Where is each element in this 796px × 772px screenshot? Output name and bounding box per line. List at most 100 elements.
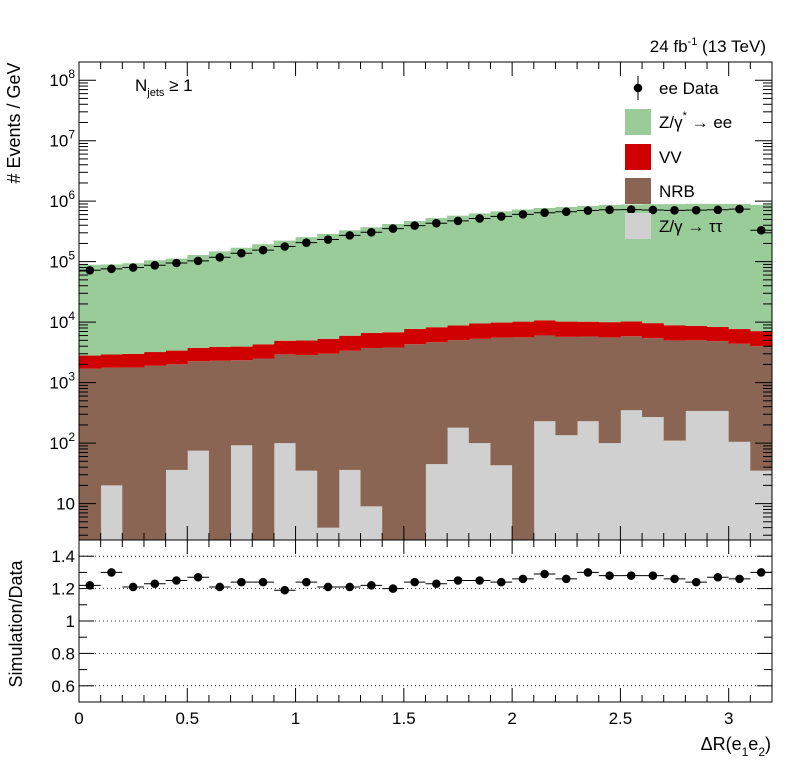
ratio-point-13 bbox=[345, 582, 355, 592]
x-tick-label-2: 0.5 bbox=[175, 709, 199, 728]
ratio-y-tick-label-4: 1.2 bbox=[51, 580, 75, 599]
ratio-point-28 bbox=[670, 574, 679, 584]
bar-2-bin-8 bbox=[230, 360, 253, 446]
bar-4-bin-23 bbox=[555, 207, 578, 322]
bar-2-bin-25 bbox=[598, 337, 621, 444]
ratio-y-ticks: 0.6 0.8 1 1.2 1.4 bbox=[51, 539, 772, 703]
bar-3-bin-8 bbox=[230, 346, 253, 361]
main-panel: 10 102 103 104 105 106 107 108 bbox=[49, 61, 773, 541]
bar-3-bin-12 bbox=[317, 338, 340, 354]
ratio-point-21 bbox=[518, 574, 528, 584]
bar-3-bin-17 bbox=[425, 327, 448, 343]
ratio-point-20 bbox=[497, 577, 506, 587]
bar-4-bin-30 bbox=[707, 203, 730, 327]
bar-4-bin-28 bbox=[663, 204, 686, 326]
ratio-point-16 bbox=[410, 577, 419, 587]
data-point-20 bbox=[497, 212, 506, 221]
bar-4-bin-1 bbox=[79, 264, 102, 356]
ratio-grid bbox=[79, 555, 772, 687]
bar-4-bin-9 bbox=[252, 244, 275, 345]
legend-swatch-3 bbox=[625, 144, 651, 170]
bar-1-bin-24 bbox=[577, 421, 600, 540]
data-point-29 bbox=[691, 205, 701, 215]
ratio-point-25 bbox=[605, 571, 614, 580]
data-point-24 bbox=[583, 206, 593, 215]
bar-4-bin-29 bbox=[685, 203, 708, 326]
bar-4-bin-31 bbox=[728, 204, 751, 330]
ratio-point-3 bbox=[128, 582, 138, 592]
ratio-point-2 bbox=[107, 568, 116, 577]
bar-1-bin-8 bbox=[230, 445, 253, 540]
y-tick-label-8: 108 bbox=[49, 67, 75, 90]
legend-label-2: Z/γ* → ee bbox=[659, 110, 732, 132]
ratio-point-24 bbox=[583, 568, 593, 577]
bar-1-bin-23 bbox=[555, 435, 578, 540]
bar-2-bin-21 bbox=[512, 337, 535, 540]
bar-4-bin-13 bbox=[338, 230, 361, 336]
ratio-point-9 bbox=[258, 577, 268, 587]
data-point-25 bbox=[605, 205, 614, 215]
bar-1-bin-11 bbox=[295, 470, 318, 540]
data-point-31 bbox=[735, 204, 744, 214]
bar-3-bin-29 bbox=[685, 325, 708, 341]
bar-4-bin-25 bbox=[598, 204, 621, 323]
bar-1-bin-32 bbox=[750, 470, 773, 540]
data-point-28 bbox=[670, 206, 679, 215]
bar-3-bin-30 bbox=[707, 326, 730, 342]
data-point-30 bbox=[713, 205, 723, 215]
ratio-point-11 bbox=[302, 577, 311, 587]
y-tick-label-6: 106 bbox=[49, 188, 75, 211]
bar-2-bin-26 bbox=[620, 336, 643, 411]
ratio-panel: 0.6 0.8 1 1.2 1.4 0 0.5 1 1.5 2 2.5 3 bbox=[51, 539, 773, 728]
ratio-y-axis-title: Simulation/Data bbox=[6, 559, 26, 687]
bar-2-bin-4 bbox=[143, 365, 167, 540]
bar-2-bin-11 bbox=[295, 354, 318, 471]
bar-3-bin-2 bbox=[100, 354, 123, 368]
x-tick-label-6: 2.5 bbox=[609, 709, 633, 728]
bar-2-bin-19 bbox=[468, 338, 491, 444]
bar-3-bin-24 bbox=[577, 321, 600, 337]
ratio-y-tick-label-2: 0.8 bbox=[51, 644, 75, 663]
legend-label-5: Z/γ → ττ bbox=[659, 217, 723, 236]
bar-2-bin-5 bbox=[165, 364, 188, 470]
data-point-4 bbox=[150, 261, 160, 270]
bar-2-bin-31 bbox=[728, 343, 751, 442]
bar-2-bin-12 bbox=[317, 353, 340, 528]
bar-4-bin-20 bbox=[490, 211, 513, 323]
bar-2-bin-9 bbox=[252, 358, 275, 540]
ratio-point-5 bbox=[172, 576, 181, 585]
legend-label-4: NRB bbox=[659, 182, 695, 201]
x-tick-label-1: 0 bbox=[74, 709, 83, 728]
ratio-point-29 bbox=[691, 577, 701, 587]
bar-2-bin-10 bbox=[273, 354, 296, 444]
data-point-8 bbox=[237, 248, 246, 258]
bar-2-bin-3 bbox=[122, 367, 145, 540]
y-tick-label-4: 104 bbox=[49, 309, 75, 332]
bar-3-bin-7 bbox=[208, 346, 231, 361]
bar-3-bin-32 bbox=[750, 331, 773, 347]
bar-3-bin-14 bbox=[360, 332, 383, 348]
bar-4-bin-7 bbox=[208, 251, 231, 347]
data-point-9 bbox=[258, 245, 268, 255]
y-tick-label-1: 10 bbox=[56, 495, 75, 514]
ratio-point-14 bbox=[367, 581, 376, 590]
bar-3-bin-18 bbox=[447, 325, 470, 341]
bar-4-bin-14 bbox=[360, 227, 383, 333]
y-tick-label-5: 105 bbox=[49, 249, 75, 272]
bar-4-bin-3 bbox=[122, 263, 145, 354]
legend-swatch-4 bbox=[625, 178, 651, 204]
main-x-ticks bbox=[78, 62, 773, 540]
bar-2-bin-24 bbox=[577, 336, 600, 422]
ratio-point-8 bbox=[237, 577, 246, 587]
bar-4-bin-2 bbox=[100, 264, 123, 355]
bar-3-bin-11 bbox=[295, 340, 318, 355]
bar-4-bin-4 bbox=[143, 260, 167, 353]
bar-3-bin-28 bbox=[663, 325, 686, 341]
bar-4-bin-6 bbox=[187, 255, 210, 348]
x-axis-title: ΔR(e1e2) bbox=[701, 734, 771, 759]
luminosity-label: 24 fb-1 (13 TeV) bbox=[650, 36, 766, 56]
bar-4-bin-21 bbox=[512, 209, 535, 322]
ratio-point-15 bbox=[388, 584, 398, 593]
ratio-points bbox=[79, 568, 772, 595]
bar-3-bin-4 bbox=[143, 352, 167, 366]
